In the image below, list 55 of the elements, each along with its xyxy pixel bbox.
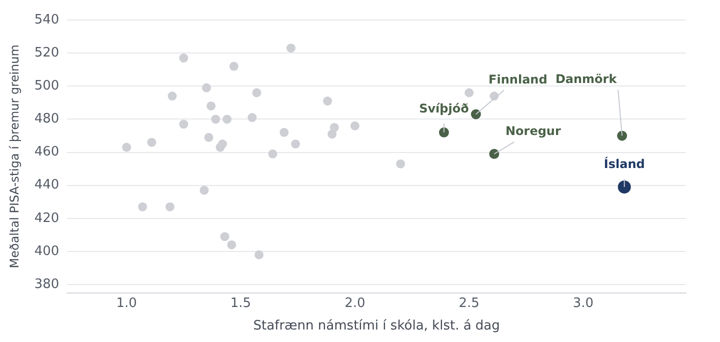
y-tick-label: 520 (34, 45, 60, 60)
point (618, 180, 631, 194)
point (617, 130, 628, 141)
point (328, 130, 337, 139)
point (291, 140, 300, 148)
y-tick-label: 440 (34, 178, 60, 193)
point (248, 113, 257, 122)
point (350, 121, 360, 130)
point (204, 132, 214, 142)
x-tick-label: 1.5 (230, 296, 252, 311)
point (227, 240, 236, 250)
point (323, 96, 332, 106)
y-tick-label: 420 (34, 210, 60, 226)
y-tick-label: 480 (34, 112, 60, 127)
x-tick-label: 1.0 (116, 296, 137, 311)
point (438, 127, 449, 138)
point (229, 62, 238, 71)
point (206, 101, 216, 110)
point (489, 148, 500, 159)
point (396, 159, 406, 168)
point (122, 142, 132, 152)
point (252, 88, 262, 98)
text: Danmörk (555, 72, 618, 86)
point (165, 202, 174, 212)
y-tick-label: 500 (34, 78, 60, 94)
x-tick-label: 2.5 (458, 296, 480, 311)
point (211, 114, 220, 124)
y-axis-title: Meðaltal PISA-stiga í þremur greinum (7, 44, 22, 268)
point (218, 140, 227, 148)
point (268, 149, 278, 158)
point (179, 54, 188, 63)
y-tick-label: 460 (34, 144, 60, 160)
series-label: Ísland (604, 156, 645, 172)
point (280, 128, 289, 137)
point (470, 109, 481, 120)
x-tick-label: 2.0 (344, 296, 366, 311)
point (254, 250, 264, 260)
y-tick-label: 380 (34, 276, 60, 292)
point (179, 120, 188, 129)
point (147, 138, 156, 147)
series-label: Svíþjóð (419, 102, 469, 116)
x-tick-label: 3.0 (572, 296, 594, 311)
point (220, 232, 230, 242)
series-label: Noregur (505, 124, 561, 138)
point (222, 114, 232, 124)
y-tick-label: 400 (34, 244, 60, 259)
x-axis-title: Stafrænn námstími í skóla, klst. á dag (253, 318, 500, 334)
point (168, 92, 177, 101)
point (286, 44, 296, 53)
point (202, 83, 211, 92)
point (200, 186, 209, 195)
point (138, 202, 148, 212)
point (464, 88, 474, 98)
text: Finnland (488, 72, 548, 86)
y-tick-label: 540 (34, 12, 60, 28)
